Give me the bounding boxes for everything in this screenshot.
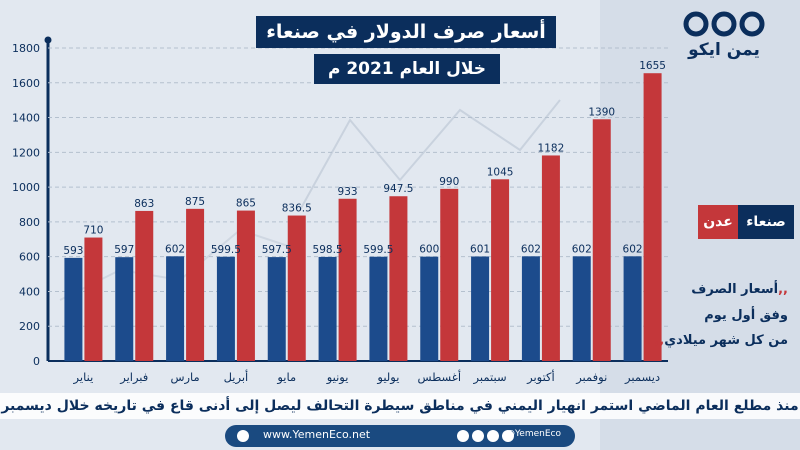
city-label-sanaa: صنعاء (738, 205, 794, 239)
data-label-aden: 1045 (487, 166, 514, 178)
y-tick-label: 1600 (12, 77, 40, 90)
x-tick-label: أبريل (224, 369, 249, 385)
data-label-aden: 1390 (588, 106, 615, 118)
bar-aden (338, 198, 357, 361)
data-label-sanaa: 602 (165, 243, 185, 255)
bar-aden (541, 155, 560, 361)
bar-aden (236, 210, 255, 361)
note-line-1: ,,أسعار الصرف (691, 282, 788, 297)
data-label-aden: 710 (83, 225, 103, 237)
bar-aden (643, 73, 662, 361)
data-label-sanaa: 601 (470, 243, 490, 255)
y-tick-label: 400 (19, 285, 40, 298)
data-label-sanaa: 602 (572, 243, 592, 255)
data-label-sanaa: 597 (114, 244, 134, 256)
y-tick-label: 1400 (12, 112, 40, 125)
globe-icon (237, 430, 249, 442)
y-tick-label: 1800 (12, 42, 40, 55)
x-tick-label: يونيو (326, 370, 349, 385)
x-tick-label: أكتوبر (526, 369, 555, 385)
bar-aden (592, 119, 611, 362)
bar-sanaa (369, 256, 388, 361)
y-axis-cap (44, 36, 52, 44)
bar-sanaa (572, 256, 591, 361)
data-label-sanaa: 602 (521, 243, 541, 255)
data-label-aden: 865 (236, 198, 256, 210)
data-label-aden: 947.5 (383, 183, 413, 195)
y-tick-label: 0 (33, 355, 40, 368)
bar-sanaa (166, 256, 185, 361)
x-tick-label: سبتمبر (473, 370, 507, 385)
data-label-sanaa: 599.5 (211, 244, 241, 256)
x-tick-label: مارس (170, 370, 199, 385)
x-tick-label: نوفمبر (575, 370, 607, 385)
instagram-icon[interactable] (487, 430, 499, 442)
data-label-aden: 875 (185, 196, 205, 208)
bar-sanaa (623, 256, 642, 361)
footer-bar: www.YemenEco.net @YemenEco (225, 425, 575, 447)
bar-aden (389, 196, 408, 361)
bar-sanaa (267, 257, 286, 361)
chart-subtitle-year: خلال العام 2021 م (314, 54, 500, 84)
brand-name: يمن ايكو (688, 40, 760, 60)
footer-handle: @YemenEco (506, 429, 561, 439)
bar-aden (491, 179, 510, 361)
data-label-aden: 1655 (639, 60, 666, 72)
y-tick-label: 1200 (12, 146, 40, 159)
data-label-sanaa: 602 (623, 243, 643, 255)
data-label-sanaa: 600 (419, 244, 439, 256)
youtube-icon[interactable] (502, 430, 514, 442)
note-line-3: من كل شهر ميلادي,, (654, 333, 788, 348)
yemeneco-logo-icon (683, 11, 765, 37)
twitter-icon[interactable] (472, 430, 484, 442)
bar-sanaa (471, 256, 490, 361)
bar-sanaa (318, 256, 337, 361)
y-tick-label: 1000 (12, 181, 40, 194)
bar-aden (186, 208, 205, 361)
data-label-sanaa: 593 (63, 245, 83, 257)
caption-text: منذ مطلع العام الماضي استمر انهيار اليمن… (0, 393, 800, 440)
x-tick-label: مايو (276, 370, 296, 385)
x-tick-label: فبراير (119, 370, 148, 385)
data-label-aden: 836.5 (282, 203, 312, 215)
y-tick-label: 800 (19, 216, 40, 229)
x-tick-label: يناير (73, 370, 94, 385)
bar-aden (440, 188, 459, 361)
bar-sanaa (521, 256, 540, 361)
footer-website[interactable]: www.YemenEco.net (263, 428, 371, 441)
bar-sanaa (420, 256, 439, 361)
bar-sanaa (216, 256, 235, 361)
y-tick-label: 600 (19, 251, 40, 264)
bar-sanaa (64, 257, 83, 361)
bar-aden (135, 210, 154, 361)
data-label-sanaa: 598.5 (313, 244, 343, 256)
city-label-aden: عدن (698, 205, 738, 239)
x-tick-label: ديسمبر (624, 370, 660, 385)
bar-aden (84, 237, 103, 361)
x-tick-label: يوليو (376, 370, 399, 385)
data-label-aden: 1182 (538, 142, 565, 154)
note-line-2: وفق أول يوم (704, 308, 788, 323)
data-label-aden: 863 (134, 198, 154, 210)
x-tick-label: أغسطس (417, 369, 461, 385)
facebook-icon[interactable] (457, 430, 469, 442)
y-tick-label: 200 (19, 320, 40, 333)
data-label-sanaa: 597.5 (262, 244, 292, 256)
data-label-aden: 990 (439, 176, 459, 188)
bar-sanaa (115, 257, 134, 361)
data-label-aden: 933 (338, 186, 358, 198)
bar-aden (287, 215, 306, 361)
data-label-sanaa: 599.5 (363, 244, 393, 256)
